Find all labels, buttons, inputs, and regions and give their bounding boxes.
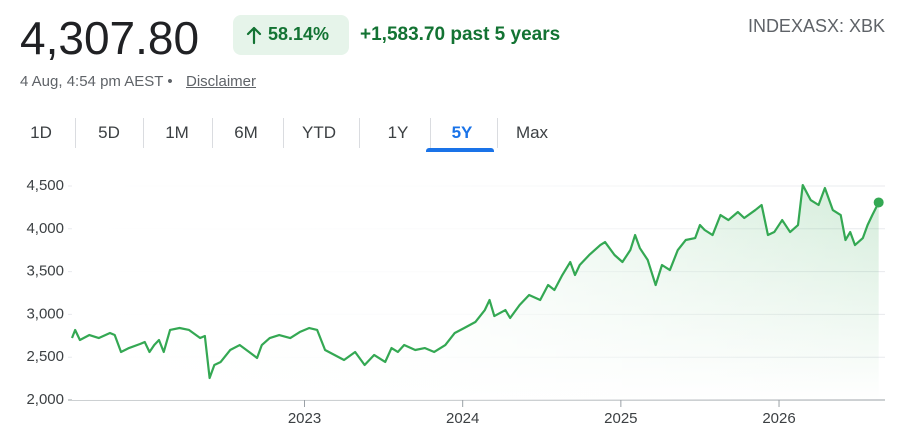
change-chip: [233, 15, 349, 55]
y-tick-label: 4,000: [26, 220, 64, 237]
tab-separator: [282, 118, 284, 148]
price-line: [70, 183, 880, 380]
ticker: INDEXASX: XBK: [747, 16, 885, 36]
tab-separator: [497, 118, 498, 148]
range-tab[interactable]: YTD: [302, 123, 336, 142]
change-absolute: +1,583.70 past 5 years: [360, 24, 561, 45]
disclaimer-link[interactable]: Disclaimer: [186, 73, 257, 90]
range-tab[interactable]: Max: [515, 123, 549, 142]
y-tick-label: 2,000: [26, 391, 64, 408]
up-arrow-icon: [246, 26, 262, 45]
last-point: [873, 197, 884, 208]
range-tab[interactable]: 5D: [98, 123, 120, 142]
x-tick-label: 2026: [762, 410, 795, 427]
selected-underline: [426, 148, 494, 152]
timestamp: 4 Aug, 4:54 pm AEST •: [20, 73, 173, 90]
tab-separator: [430, 118, 431, 148]
range-tab[interactable]: 1M: [165, 123, 189, 142]
y-tick-label: 2,500: [26, 348, 64, 365]
range-tab[interactable]: 1Y: [387, 123, 409, 142]
tab-separator: [143, 118, 144, 148]
tab-separator: [211, 118, 213, 148]
area-fill: [72, 185, 879, 400]
x-tick-label: 2023: [288, 410, 321, 427]
x-tick-label: 2024: [446, 410, 479, 427]
range-tab[interactable]: 5Y: [451, 123, 473, 142]
y-tick-label: 4,500: [26, 177, 64, 194]
price: 4,307.80: [20, 12, 200, 64]
range-tab[interactable]: 6M: [234, 123, 258, 142]
change-percent: 58.14%: [268, 24, 330, 44]
y-tick-label: 3,000: [26, 305, 64, 322]
range-tab[interactable]: 1D: [30, 123, 52, 142]
tab-separator: [358, 118, 360, 148]
y-tick-label: 3,500: [26, 263, 64, 280]
tab-separator: [75, 118, 76, 148]
x-tick-label: 2025: [604, 410, 637, 427]
